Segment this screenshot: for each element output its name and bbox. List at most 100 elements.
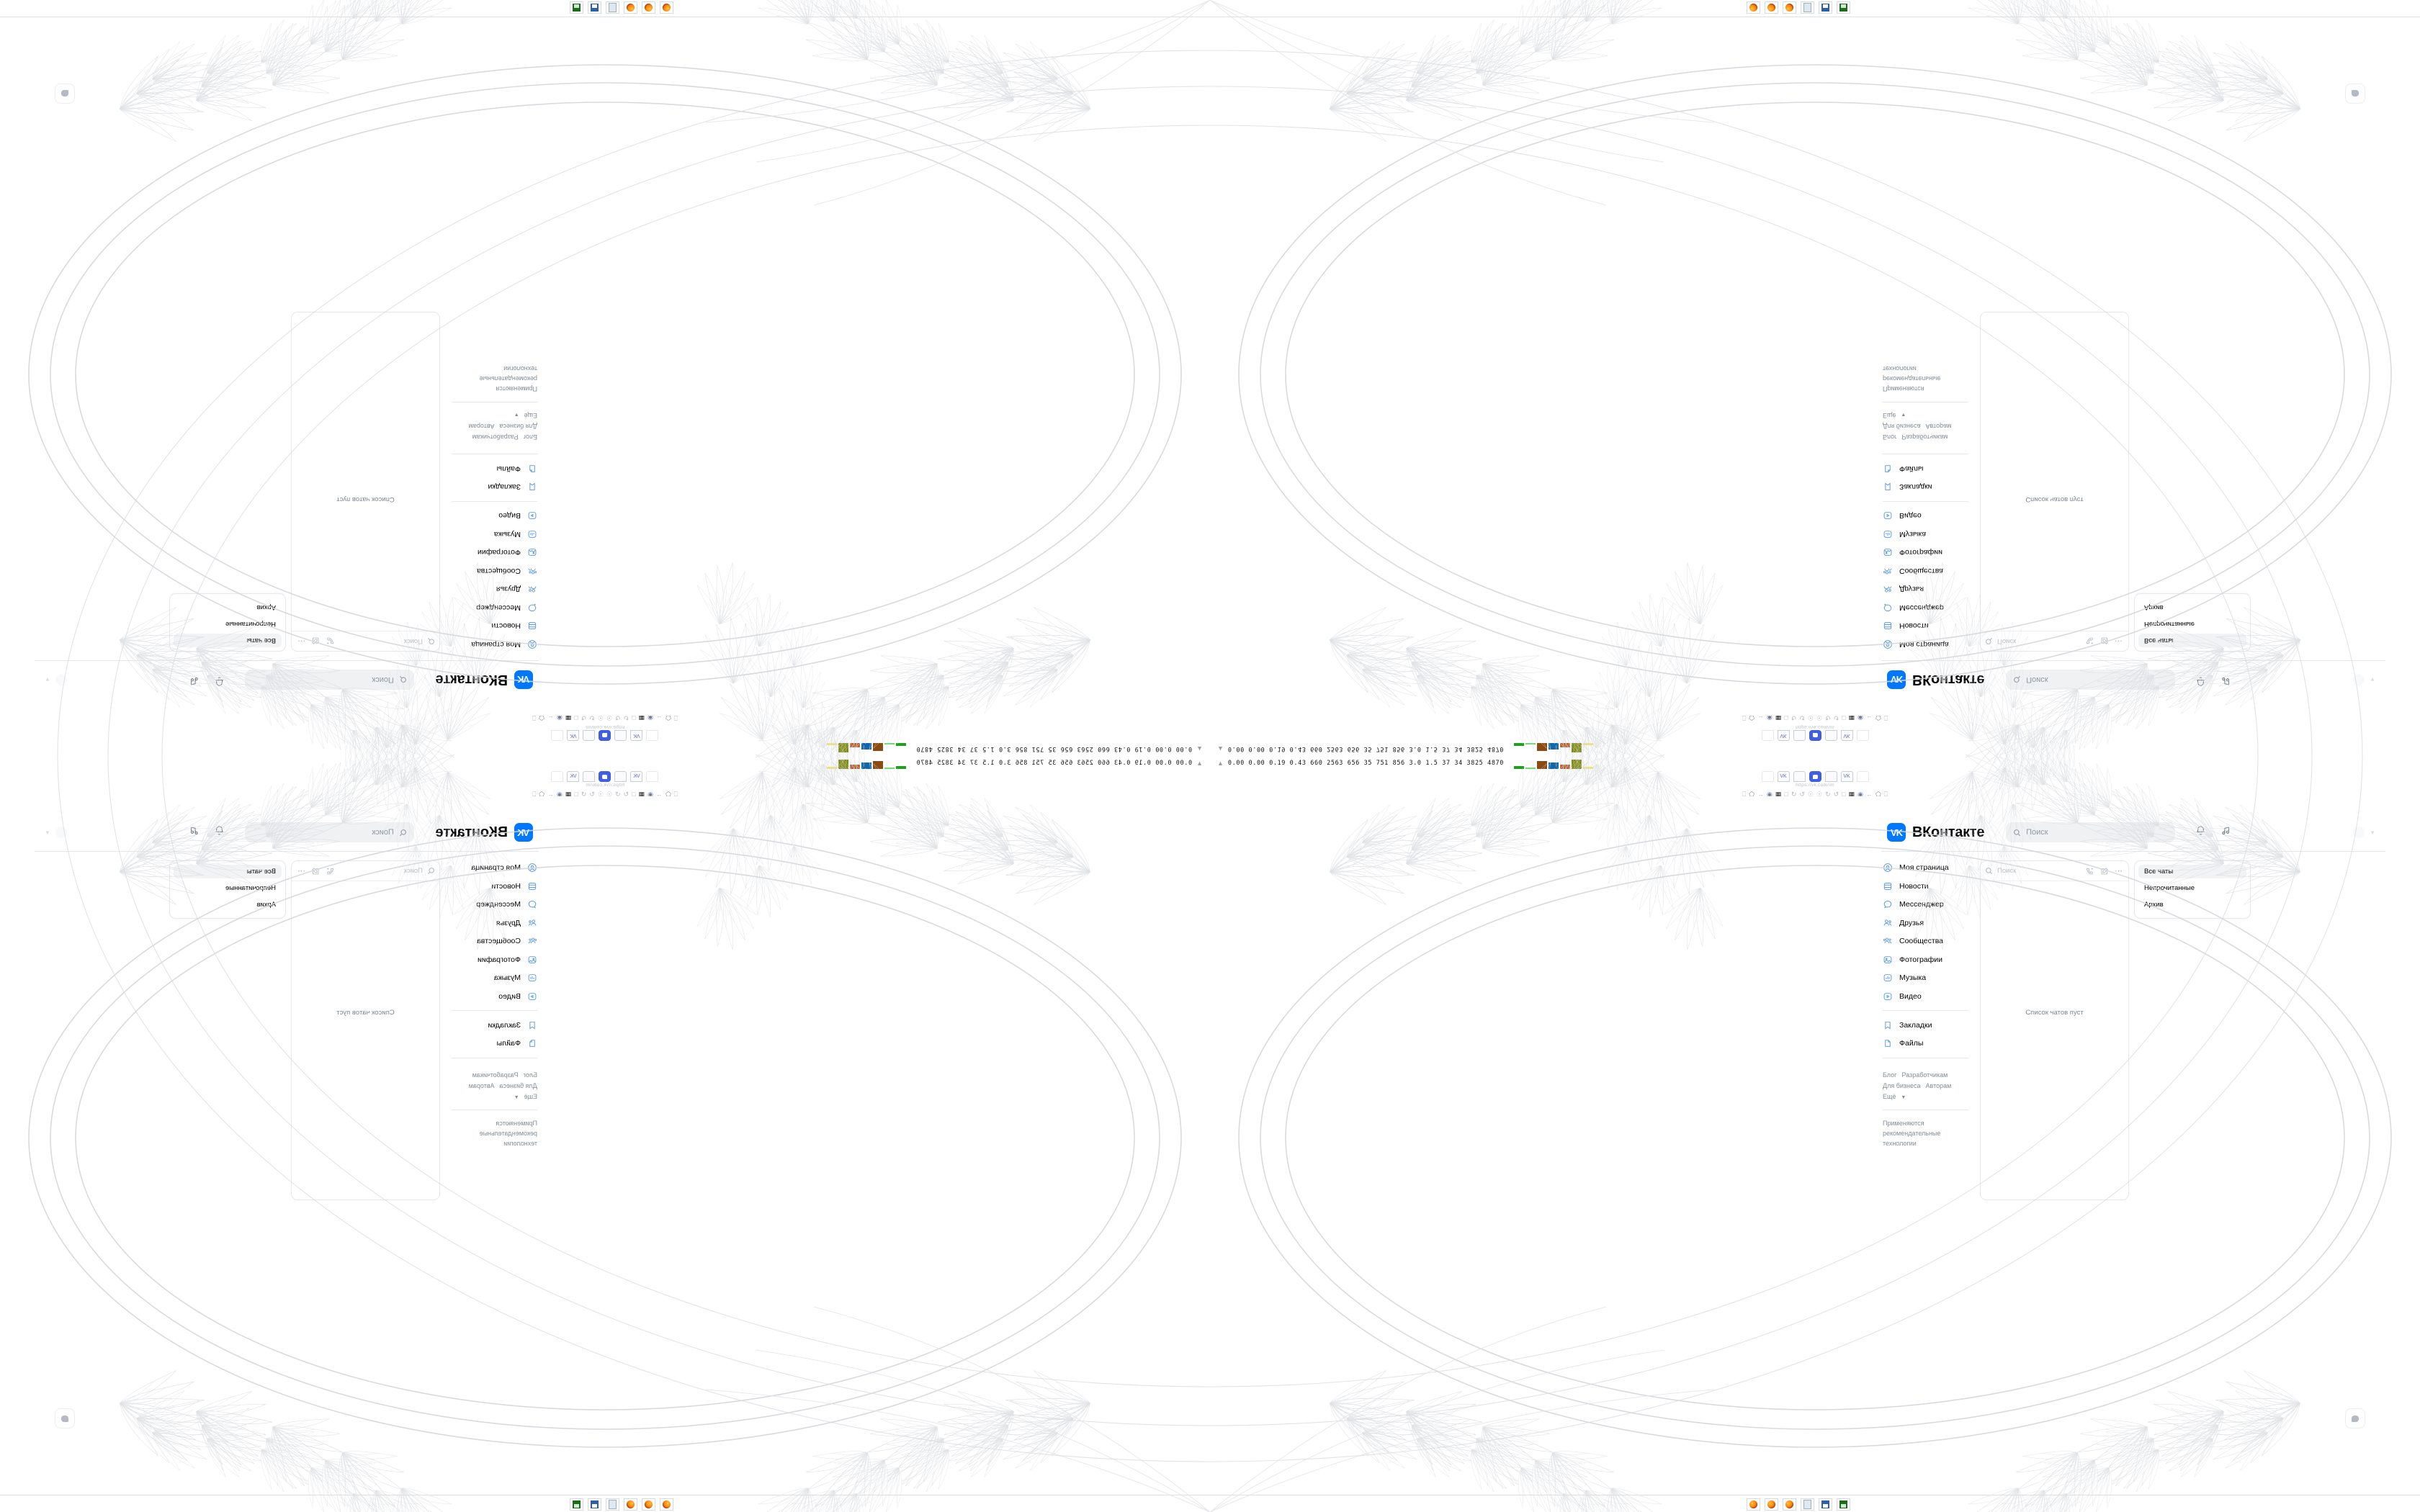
music-note-icon[interactable] bbox=[189, 825, 200, 840]
support-chat-fab[interactable] bbox=[2345, 1408, 2365, 1428]
sidebar-item-news[interactable]: Новости bbox=[1883, 879, 1973, 894]
new-call-icon[interactable] bbox=[326, 867, 334, 876]
chat-search-placeholder[interactable]: Поиск bbox=[403, 637, 423, 645]
global-search-input[interactable]: Поиск bbox=[244, 822, 414, 842]
sidebar-item-music[interactable]: Музыка bbox=[1883, 527, 1973, 541]
taskbar-firefox-3[interactable] bbox=[1783, 1498, 1796, 1511]
filter-option-archive[interactable]: Архив bbox=[256, 603, 276, 611]
taskbar-floppy-blue[interactable] bbox=[1819, 1, 1832, 14]
footer-link-authors[interactable]: Авторам bbox=[468, 1081, 495, 1089]
sidebar-item-news[interactable]: Новости bbox=[1883, 619, 1973, 634]
footer-link-developers[interactable]: Разработчикам bbox=[472, 1071, 519, 1079]
bell-icon[interactable] bbox=[214, 825, 225, 840]
tab-vk-active[interactable] bbox=[599, 730, 611, 741]
tab-vk-1[interactable]: VK bbox=[1777, 771, 1790, 782]
tab-blank-2[interactable] bbox=[583, 730, 596, 741]
tab-blank-2[interactable] bbox=[583, 771, 596, 782]
global-search-input[interactable]: Поиск bbox=[2006, 822, 2176, 842]
taskbar-floppy-green[interactable] bbox=[1837, 1498, 1850, 1511]
footer-link-more[interactable]: Ещё bbox=[524, 412, 537, 420]
tab-blank-1[interactable] bbox=[1793, 771, 1806, 782]
sidebar-item-my-page[interactable]: Моя страница bbox=[447, 860, 537, 875]
footer-link-blog[interactable]: Блог bbox=[523, 1071, 537, 1079]
sidebar-item-news[interactable]: Новости bbox=[447, 879, 537, 894]
taskbar-floppy-green[interactable] bbox=[1837, 1, 1850, 14]
tab-blank-left[interactable] bbox=[1761, 730, 1774, 741]
global-search-input[interactable]: Поиск bbox=[2006, 670, 2176, 690]
filter-option-unread[interactable]: Непрочитанные bbox=[225, 620, 276, 628]
sidebar-item-photos[interactable]: Фотографии bbox=[447, 546, 537, 560]
sidebar-item-files[interactable]: Файлы bbox=[447, 1036, 537, 1050]
sidebar-item-video[interactable]: Видео bbox=[1883, 509, 1973, 523]
chevron-up-icon[interactable]: ▲ bbox=[1196, 745, 1203, 752]
vk-logo-icon[interactable]: VK bbox=[1887, 823, 1906, 842]
bell-icon[interactable] bbox=[2195, 672, 2206, 687]
tab-blank-left[interactable] bbox=[646, 771, 659, 782]
tab-blank-left[interactable] bbox=[646, 730, 659, 741]
sidebar-item-news[interactable]: Новости bbox=[447, 619, 537, 634]
sidebar-item-photos[interactable]: Фотографии bbox=[1883, 546, 1973, 560]
sidebar-item-communities[interactable]: Сообщества bbox=[447, 564, 537, 578]
taskbar-firefox-2[interactable] bbox=[1765, 1498, 1778, 1511]
footer-link-business[interactable]: Для бизнеса bbox=[499, 423, 537, 431]
footer-link-authors[interactable]: Авторам bbox=[1925, 1081, 1952, 1089]
tab-blank-right[interactable] bbox=[551, 771, 564, 782]
filter-option-all-chats[interactable]: Все чаты bbox=[2138, 865, 2246, 878]
sidebar-item-video[interactable]: Видео bbox=[447, 509, 537, 523]
more-options-icon[interactable]: ⋯ bbox=[2115, 636, 2123, 646]
sidebar-item-music[interactable]: Музыка bbox=[447, 971, 537, 985]
sidebar-item-files[interactable]: Файлы bbox=[447, 462, 537, 476]
taskbar-firefox-2[interactable] bbox=[1765, 1, 1778, 14]
sidebar-item-communities[interactable]: Сообщества bbox=[1883, 934, 1973, 948]
compose-icon[interactable] bbox=[2100, 867, 2109, 876]
tab-vk-active[interactable] bbox=[1809, 771, 1821, 782]
tab-blank-1[interactable] bbox=[614, 730, 627, 741]
footer-link-business[interactable]: Для бизнеса bbox=[1883, 423, 1921, 431]
chat-search-placeholder[interactable]: Поиск bbox=[1997, 637, 2017, 645]
chat-search-placeholder[interactable]: Поиск bbox=[1997, 867, 2017, 875]
tab-blank-1[interactable] bbox=[1793, 730, 1806, 741]
filter-option-unread[interactable]: Непрочитанные bbox=[2144, 884, 2195, 892]
footer-link-blog[interactable]: Блог bbox=[1883, 433, 1897, 441]
music-note-icon[interactable] bbox=[189, 672, 200, 687]
vk-logo-icon[interactable]: VK bbox=[514, 823, 533, 842]
chat-search-placeholder[interactable]: Поиск bbox=[403, 867, 423, 875]
taskbar-notepad[interactable] bbox=[1801, 1, 1814, 14]
support-chat-fab[interactable] bbox=[55, 1408, 75, 1428]
address-bar[interactable]: https://vk.com/im bbox=[1796, 783, 1834, 788]
sidebar-item-video[interactable]: Видео bbox=[447, 989, 537, 1004]
chevron-up-icon[interactable]: ▲ bbox=[1217, 760, 1224, 767]
tab-vk-active[interactable] bbox=[599, 771, 611, 782]
sidebar-item-friends[interactable]: Друзья bbox=[1883, 582, 1973, 597]
taskbar-firefox-3[interactable] bbox=[1783, 1, 1796, 14]
tab-blank-left[interactable] bbox=[1761, 771, 1774, 782]
tab-vk-active[interactable] bbox=[1809, 730, 1821, 741]
footer-link-developers[interactable]: Разработчикам bbox=[472, 433, 519, 441]
taskbar-firefox-2[interactable] bbox=[642, 1, 655, 14]
music-note-icon[interactable] bbox=[2220, 672, 2231, 687]
sidebar-item-photos[interactable]: Фотографии bbox=[1883, 953, 1973, 967]
filter-option-all-chats[interactable]: Все чаты bbox=[2138, 634, 2246, 647]
vk-logo-icon[interactable]: VK bbox=[514, 670, 533, 689]
sidebar-item-music[interactable]: Музыка bbox=[1883, 971, 1973, 985]
tab-blank-2[interactable] bbox=[1824, 730, 1837, 741]
vk-logo-icon[interactable]: VK bbox=[1887, 670, 1906, 689]
footer-link-business[interactable]: Для бизнеса bbox=[499, 1081, 537, 1089]
user-menu[interactable]: ▼ bbox=[45, 674, 67, 685]
more-options-icon[interactable]: ⋯ bbox=[2115, 866, 2123, 876]
sidebar-item-communities[interactable]: Сообщества bbox=[1883, 564, 1973, 578]
user-menu[interactable]: ▼ bbox=[45, 827, 67, 838]
footer-link-more[interactable]: Ещё bbox=[524, 1092, 537, 1100]
sidebar-item-bookmarks[interactable]: Закладки bbox=[1883, 480, 1973, 495]
footer-link-developers[interactable]: Разработчикам bbox=[1901, 1071, 1948, 1079]
tab-blank-right[interactable] bbox=[1856, 730, 1869, 741]
taskbar-firefox-3[interactable] bbox=[624, 1, 637, 14]
sidebar-item-friends[interactable]: Друзья bbox=[447, 582, 537, 597]
new-call-icon[interactable] bbox=[2086, 637, 2094, 646]
tab-vk-2[interactable]: VK bbox=[1840, 771, 1853, 782]
filter-option-unread[interactable]: Непрочитанные bbox=[2144, 620, 2195, 628]
taskbar-floppy-green[interactable] bbox=[570, 1498, 583, 1511]
tab-vk-1[interactable]: VK bbox=[1777, 730, 1790, 741]
compose-icon[interactable] bbox=[311, 867, 320, 876]
sidebar-item-files[interactable]: Файлы bbox=[1883, 1036, 1973, 1050]
